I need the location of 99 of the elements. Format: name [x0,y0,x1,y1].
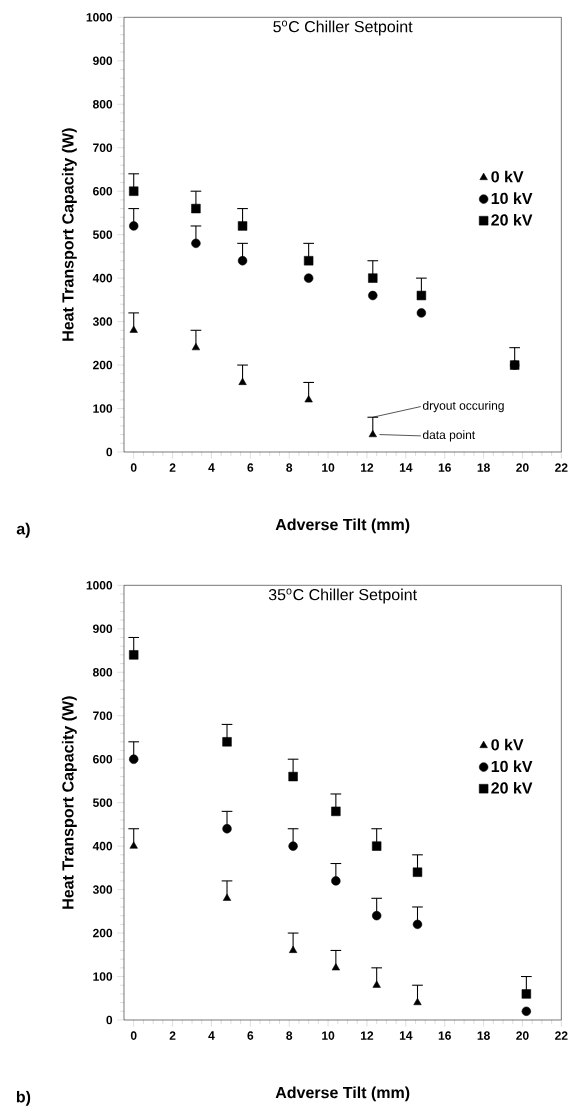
legend-label: 20 kV [491,781,533,794]
point [129,754,139,764]
y-tick-label: 300 [92,885,113,894]
y-tick-label: 500 [92,798,113,807]
x-tick-label: 0 [130,463,137,472]
x-tick-label: 18 [477,463,490,472]
point [129,650,139,660]
point [288,841,298,851]
point [368,429,377,438]
point [288,771,298,782]
x-tick-label: 14 [399,1031,413,1040]
x-tick-label: 10 [322,1031,335,1040]
x-tick-label: 6 [247,1031,254,1040]
y-tick-label: 0 [106,447,113,457]
chart-title: 35$^{o}$C Chiller Setpoint [268,588,417,604]
point [303,273,314,283]
y-tick-label: 200 [93,928,113,938]
x-tick-label: 2 [169,1031,176,1040]
x-tick-label: 4 [208,463,215,472]
legend-label: 10 kV [491,192,533,205]
y-tick-label: 900 [93,624,113,634]
point [238,377,247,385]
point [413,997,422,1006]
x-axis-title: Adverse Tilt (mm) [275,518,410,534]
point [222,893,232,901]
point [129,841,138,849]
y-tick-label: 400 [92,841,113,851]
x-tick-label: 22 [555,1031,568,1040]
point [412,867,423,877]
point [129,221,139,231]
point [237,221,248,231]
y-axis-title: Heat Transport Capacity (W) [61,696,77,909]
y-tick-label: 700 [93,143,113,152]
y-tick-label: 900 [93,56,113,66]
y-axis-title: Heat Transport Capacity (W) [61,128,77,341]
point [372,980,381,988]
x-tick-label: 8 [286,463,293,472]
point [331,806,341,817]
x-tick-label: 2 [169,463,176,472]
point [331,963,340,971]
x-tick-label: 10 [322,463,335,472]
point [304,395,313,403]
point [416,308,427,318]
y-tick-label: 100 [93,972,113,981]
point [372,911,382,921]
y-tick-label: 800 [92,668,113,677]
point [368,290,378,301]
point [368,273,378,283]
x-tick-label: 18 [477,1031,490,1040]
x-tick-label: 16 [438,463,451,472]
legend-label: 20 kV [491,213,533,226]
point [372,841,382,851]
chart-title: 5$^{o}$C Chiller Setpoint [273,20,413,36]
point [191,343,200,351]
annotation: dryout occuring [422,400,504,413]
point [521,989,532,999]
point [129,186,139,196]
point [289,945,298,953]
x-tick-label: 22 [555,463,568,472]
y-tick-label: 600 [93,754,113,764]
x-tick-label: 8 [286,1031,293,1040]
legend-label: 0 kV [491,170,524,183]
x-tick-label: 20 [516,1031,529,1040]
legend-label: 0 kV [491,738,524,751]
point [416,290,427,301]
y-tick-label: 1000 [86,581,113,590]
point [222,737,232,747]
x-tick-label: 20 [516,463,529,472]
x-tick-label: 12 [361,463,374,472]
point [129,325,138,333]
text: b) [16,1090,31,1106]
y-tick-label: 100 [93,404,113,413]
point [412,919,423,930]
x-tick-label: 0 [130,1031,137,1040]
x-tick-label: 12 [361,1031,374,1040]
y-tick-label: 800 [92,100,113,109]
point [303,256,314,266]
y-tick-label: 400 [92,273,113,283]
legend-label: 10 kV [491,760,533,773]
y-tick-label: 700 [93,711,113,720]
y-tick-label: 300 [92,317,113,326]
y-tick-label: 1000 [86,13,113,22]
y-tick-label: 500 [92,230,113,239]
point [331,876,341,886]
x-tick-label: 6 [247,463,254,472]
y-tick-label: 0 [106,1015,113,1025]
y-tick-label: 600 [93,186,113,196]
x-tick-label: 16 [438,1031,451,1040]
point [237,256,248,266]
point [222,824,232,834]
point [191,203,201,214]
x-axis-title: Adverse Tilt (mm) [275,1086,410,1102]
y-tick-label: 200 [93,360,113,370]
x-tick-label: 14 [399,463,413,472]
annotation: data point [422,430,476,442]
point [521,1006,532,1016]
point [191,238,201,249]
x-tick-label: 4 [208,1031,215,1040]
text: a) [16,522,30,538]
